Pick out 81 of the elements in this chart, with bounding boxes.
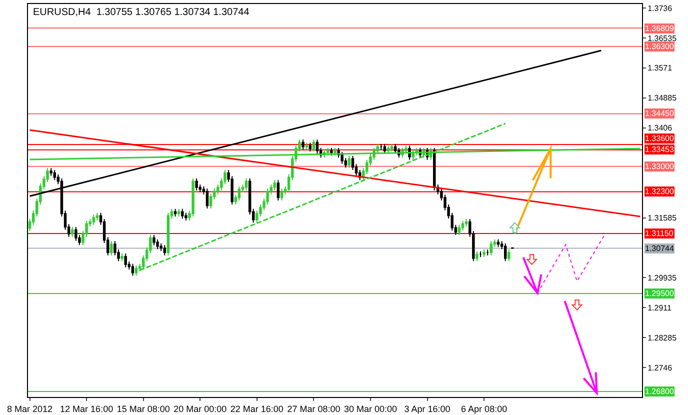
y-tick-label: 1.3571	[648, 64, 673, 73]
candlestick	[496, 238, 500, 248]
candlestick	[92, 214, 96, 226]
y-tick-label: 1.31585	[648, 214, 678, 223]
y-tick-label: 1.3406	[648, 124, 673, 133]
candlestick	[280, 188, 284, 201]
ref-line-label: 1.34450	[645, 109, 674, 118]
candlestick	[464, 218, 468, 228]
ref-line-label: 1.33000	[645, 162, 674, 171]
candlestick	[195, 178, 198, 191]
candlestick	[508, 249, 510, 262]
y-tick-label: 1.34885	[648, 94, 678, 103]
candlestick	[276, 180, 280, 201]
candlestick	[479, 250, 482, 258]
candlestick	[134, 265, 138, 276]
candlestick	[482, 249, 486, 258]
candlestick	[156, 238, 159, 250]
candlestick	[177, 208, 180, 217]
y-tick-label: 1.36535	[648, 34, 678, 43]
candlestick	[238, 186, 241, 201]
candlestick	[181, 208, 184, 220]
candlestick	[433, 147, 436, 191]
y-tick-label: 1.3736	[648, 4, 673, 13]
x-tick-label: 22 Mar 16:00	[230, 404, 284, 414]
candlestick	[305, 142, 308, 150]
ref-line-label: 1.31150	[645, 229, 674, 238]
candlestick	[163, 244, 166, 256]
candlestick	[184, 212, 188, 221]
candlestick	[461, 220, 464, 232]
y-tick-label: 1.28285	[648, 333, 678, 342]
candlestick	[70, 226, 74, 238]
candlestick	[206, 188, 209, 209]
candlestick	[504, 242, 507, 262]
x-tick-label: 8 Mar 2012	[7, 404, 53, 414]
ref-line-label: 1.33600	[645, 134, 674, 143]
x-tick-label: 20 Mar 00:00	[174, 404, 227, 414]
candlestick	[380, 143, 383, 150]
candlestick	[490, 240, 493, 256]
candlestick	[120, 253, 124, 262]
y-tick-label: 1.2746	[648, 363, 673, 372]
candlestick	[131, 263, 134, 276]
candlestick	[166, 212, 170, 256]
y-tick-label: 1.29935	[648, 273, 678, 282]
x-tick-label: 12 Mar 16:00	[60, 404, 114, 414]
x-tick-label: 30 Mar 00:00	[344, 404, 398, 414]
candlestick	[96, 212, 99, 221]
candlestick	[152, 234, 156, 246]
candlestick	[50, 168, 52, 176]
candlestick	[244, 178, 248, 191]
candlestick	[160, 242, 162, 252]
x-tick-label: 15 Mar 08:00	[116, 404, 170, 414]
candlestick	[308, 142, 312, 152]
candlestick	[394, 143, 397, 154]
ref-line-label: 1.30744	[645, 244, 674, 253]
candlestick	[273, 180, 276, 191]
candlestick	[312, 138, 316, 152]
ref-line-label: 1.26800	[645, 387, 674, 396]
candlestick	[192, 178, 194, 217]
x-tick-label: 6 Apr 08:00	[461, 404, 508, 414]
candlestick	[110, 240, 113, 256]
ref-line-label: 1.29500	[645, 289, 674, 298]
candlestick	[316, 138, 319, 154]
ref-line-label: 1.32300	[645, 187, 674, 196]
candlestick	[340, 151, 344, 164]
candlestick	[476, 250, 478, 262]
chart-title: EURUSD,H4 1.30755 1.30765 1.30734 1.30744	[33, 7, 250, 18]
candlestick	[53, 169, 56, 181]
candlestick	[486, 249, 489, 256]
candlestick	[330, 147, 333, 156]
candlestick	[458, 224, 461, 236]
candlestick	[124, 253, 127, 268]
candlestick	[302, 138, 304, 150]
y-tick-label: 1.2911	[648, 303, 672, 312]
candlestick	[74, 226, 78, 242]
ref-line-label: 1.36809	[645, 24, 674, 33]
ref-line-label: 1.33453	[645, 145, 674, 154]
candlestick	[174, 208, 177, 217]
ref-line-label: 1.36300	[645, 42, 674, 51]
x-tick-label: 3 Apr 16:00	[404, 404, 450, 414]
x-tick-label: 27 Mar 08:00	[287, 404, 340, 414]
candlestick	[383, 143, 386, 154]
